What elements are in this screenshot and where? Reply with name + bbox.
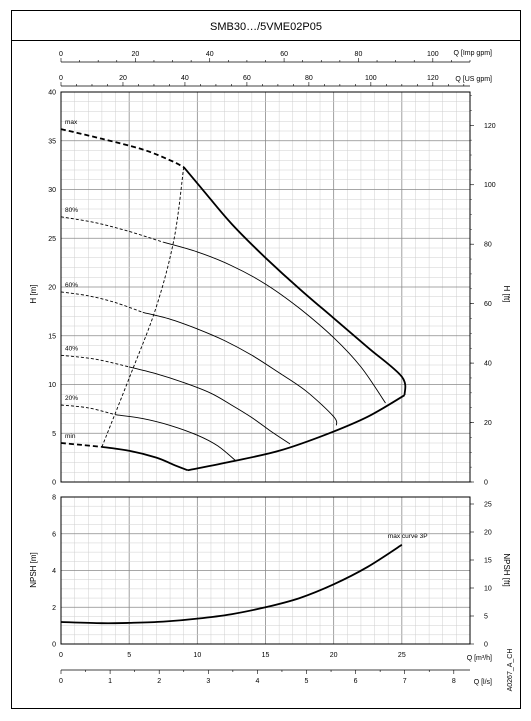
top-axis-tick-label: 80: [355, 51, 363, 58]
head-chart-grid: [60, 91, 471, 483]
minimum-flow-line: [101, 167, 185, 448]
outer-frame: [11, 10, 521, 709]
curve-solid-min: [101, 446, 189, 472]
operating-limit-curve: [187, 394, 406, 472]
y-tick-label-right: 40: [484, 361, 492, 368]
curve-solid-20pct: [115, 414, 236, 461]
top-axis-tick-label: 100: [427, 51, 439, 58]
x-axis-label-ls: Q [l/s]: [474, 679, 492, 686]
curve-solid-max: [183, 166, 407, 396]
x-tick-label-m3h: 5: [127, 652, 131, 659]
npsh-tick-label-right: 5: [484, 614, 488, 621]
top-axis-tick-label: 60: [243, 75, 251, 82]
x-tick-label-ls: 0: [59, 678, 63, 685]
y-tick-label-left: 35: [48, 138, 56, 145]
x-axis-label-imp-gpm: Q [Imp gpm]: [453, 50, 492, 57]
curve-label-20pct: 20%: [65, 395, 78, 402]
npsh-tick-label-right: 10: [484, 586, 492, 593]
x-tick-label-ls: 2: [157, 678, 161, 685]
top-axis-tick-label: 120: [427, 75, 439, 82]
y-tick-label-right: 120: [484, 123, 496, 130]
top-axis-tick-label: 80: [305, 75, 313, 82]
npsh-tick-label-right: 20: [484, 530, 492, 537]
x-tick-label-ls: 5: [305, 678, 309, 685]
curve-dashed-40pct: [60, 354, 130, 368]
top-axis-tick-label: 100: [365, 75, 377, 82]
chart-title: SMB30…/5VME02P05: [210, 21, 322, 33]
top-axis-tick-label: 40: [181, 75, 189, 82]
x-tick-label-ls: 6: [354, 678, 358, 685]
y-tick-label-left: 0: [52, 480, 56, 487]
head-plot-frame: [60, 91, 471, 483]
x-tick-label-m3h: 15: [262, 652, 270, 659]
curve-dashed-80pct: [60, 216, 164, 243]
x-tick-label-m3h: 0: [59, 652, 63, 659]
x-tick-label-ls: 4: [255, 678, 259, 685]
curve-label-60pct: 60%: [65, 282, 78, 289]
y-tick-label-right: 80: [484, 242, 492, 249]
y-tick-label-left: 5: [52, 431, 56, 438]
npsh-chart-grid: [60, 496, 471, 645]
top-axis-tick-label: 20: [119, 75, 127, 82]
curve-dashed-60pct: [60, 291, 143, 313]
y-tick-label-right: 20: [484, 420, 492, 427]
x-tick-label-ls: 1: [108, 678, 112, 685]
npsh-tick-label-right: 25: [484, 502, 492, 509]
curve-label-max: max: [65, 119, 78, 126]
y-tick-label-right: 0: [484, 480, 488, 487]
npsh-tick-label-left: 2: [52, 605, 56, 612]
y-tick-label-left: 15: [48, 333, 56, 340]
x-tick-label-ls: 8: [452, 678, 456, 685]
x-tick-label-ls: 7: [403, 678, 407, 685]
x-tick-label-m3h: 20: [330, 652, 338, 659]
y-tick-label-left: 40: [48, 90, 56, 97]
y-tick-label-left: 10: [48, 382, 56, 389]
x-axis-label-us-gpm: Q [US gpm]: [455, 76, 492, 83]
y-axis-label-npsh-m: NPSH [m]: [29, 552, 38, 588]
top-axis-tick-label: 40: [206, 51, 214, 58]
y-tick-label-right: 100: [484, 182, 496, 189]
curve-label-min: min: [65, 433, 76, 440]
top-axis-tick-label: 60: [280, 51, 288, 58]
npsh-curve-label: max curve 3P: [388, 533, 428, 540]
top-axis-tick-label: 0: [59, 51, 63, 58]
npsh-curve: [60, 544, 403, 625]
curves-layer: max 80% 60% 40% 20% min max curve 3P: [60, 119, 428, 625]
curve-dashed-max: [60, 128, 185, 168]
x-tick-label-m3h: 10: [193, 652, 201, 659]
top-axis-tick-label: 20: [131, 51, 139, 58]
curve-dashed-min: [60, 442, 102, 448]
curve-label-80pct: 80%: [65, 207, 78, 214]
x-tick-label-m3h: 25: [398, 652, 406, 659]
npsh-tick-label-left: 8: [52, 495, 56, 502]
curve-solid-60pct: [142, 311, 338, 426]
top-axis-tick-label: 0: [59, 75, 63, 82]
x-axis-label-m3h: Q [m³/h]: [467, 655, 492, 662]
npsh-tick-label-left: 6: [52, 531, 56, 538]
y-axis-label-npsh-ft: NPSH [ft]: [502, 553, 511, 586]
npsh-tick-label-right: 0: [484, 642, 488, 649]
y-tick-label-left: 30: [48, 187, 56, 194]
x-tick-label-ls: 3: [206, 678, 210, 685]
y-axis-label-h-m: H [m]: [29, 284, 38, 303]
curve-solid-40pct: [129, 366, 291, 445]
y-tick-label-right: 60: [484, 301, 492, 308]
npsh-tick-label-left: 0: [52, 642, 56, 649]
y-tick-label-left: 25: [48, 236, 56, 243]
npsh-tick-label-left: 4: [52, 568, 56, 575]
y-axis-label-h-ft: H [ft]: [502, 286, 511, 303]
npsh-plot-frame: [60, 496, 471, 645]
drawing-code: A0267_A_CH: [507, 649, 514, 692]
curve-dashed-20pct: [60, 404, 116, 416]
y-tick-label-left: 20: [48, 285, 56, 292]
curve-label-40pct: 40%: [65, 345, 78, 352]
npsh-tick-label-right: 15: [484, 558, 492, 565]
curve-solid-80pct: [163, 241, 386, 404]
